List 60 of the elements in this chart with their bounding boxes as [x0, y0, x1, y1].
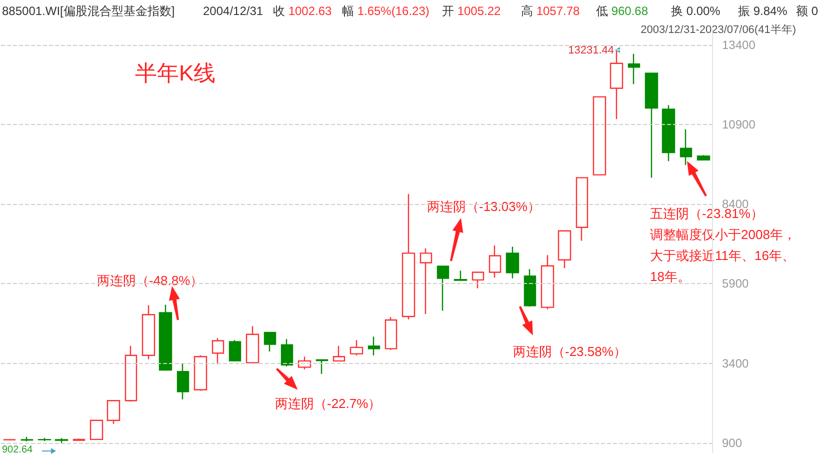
candlestick — [176, 363, 190, 400]
text: 振 9.84% — [738, 4, 788, 18]
y-tick-label: 13400 — [722, 38, 756, 52]
y-tick-label: 900 — [722, 436, 742, 450]
candlestick — [368, 336, 380, 356]
candlestick — [106, 400, 120, 424]
text: 高 1057.78 — [521, 4, 580, 18]
candlestick — [298, 356, 312, 370]
candlestick — [628, 53, 640, 85]
annotation: 两连阴（-22.7%） — [275, 396, 382, 411]
y-tick-label: 10900 — [722, 118, 756, 132]
candlestick — [592, 96, 606, 176]
candlestick — [696, 154, 710, 161]
candlestick — [38, 437, 52, 442]
candlestick — [90, 419, 104, 440]
text: 半年K线 — [135, 60, 216, 86]
text: 低 960.68 — [596, 4, 648, 18]
candlestick — [350, 339, 364, 356]
candlestick — [246, 325, 260, 364]
candlestick — [402, 193, 416, 320]
candlestick — [540, 254, 554, 310]
y-tick-label: 3400 — [722, 356, 750, 370]
text: 收 1002.63 — [273, 4, 332, 18]
candlestick — [472, 271, 484, 289]
text: 2004/12/31 — [203, 4, 264, 18]
chart-title: 885001.WI[偏股混合型基金指数] — [2, 4, 175, 18]
candlestick — [212, 338, 224, 365]
annotation: 902.64 — [2, 444, 34, 455]
text: 开 1005.22 — [442, 4, 502, 18]
candlestick — [264, 332, 276, 352]
candlestick — [506, 246, 520, 279]
candlestick — [454, 270, 468, 282]
candlestick — [124, 345, 138, 402]
text: 幅 1.65%(16.23) — [342, 4, 430, 18]
candlestick — [280, 338, 294, 368]
candlestick — [20, 436, 34, 442]
candlestick — [436, 265, 450, 312]
candlestick — [384, 316, 398, 351]
candlestick — [420, 248, 432, 315]
candlestick — [644, 72, 658, 178]
candlestick — [228, 339, 242, 362]
candlestick — [316, 358, 328, 374]
candlestick — [558, 230, 572, 269]
candlestick — [680, 128, 692, 166]
annotation: 13231.44 — [568, 44, 614, 56]
text: 额 0 — [796, 4, 818, 18]
candlestick — [332, 345, 346, 362]
candlestick — [72, 438, 86, 442]
candlestick — [662, 104, 676, 162]
candlestick — [142, 304, 156, 360]
annotation: 2003/12/31-2023/07/06(41半年) — [640, 23, 796, 36]
y-tick-label: 5900 — [722, 276, 750, 291]
candlestick — [576, 176, 588, 242]
text: 换 0.00% — [671, 4, 721, 18]
candlestick — [524, 268, 536, 308]
candlestick — [488, 244, 502, 278]
candlestick — [54, 438, 68, 444]
candlestick — [158, 304, 172, 371]
annotation: 两连阴（-23.58%） — [513, 344, 626, 359]
candlestick — [194, 354, 208, 392]
